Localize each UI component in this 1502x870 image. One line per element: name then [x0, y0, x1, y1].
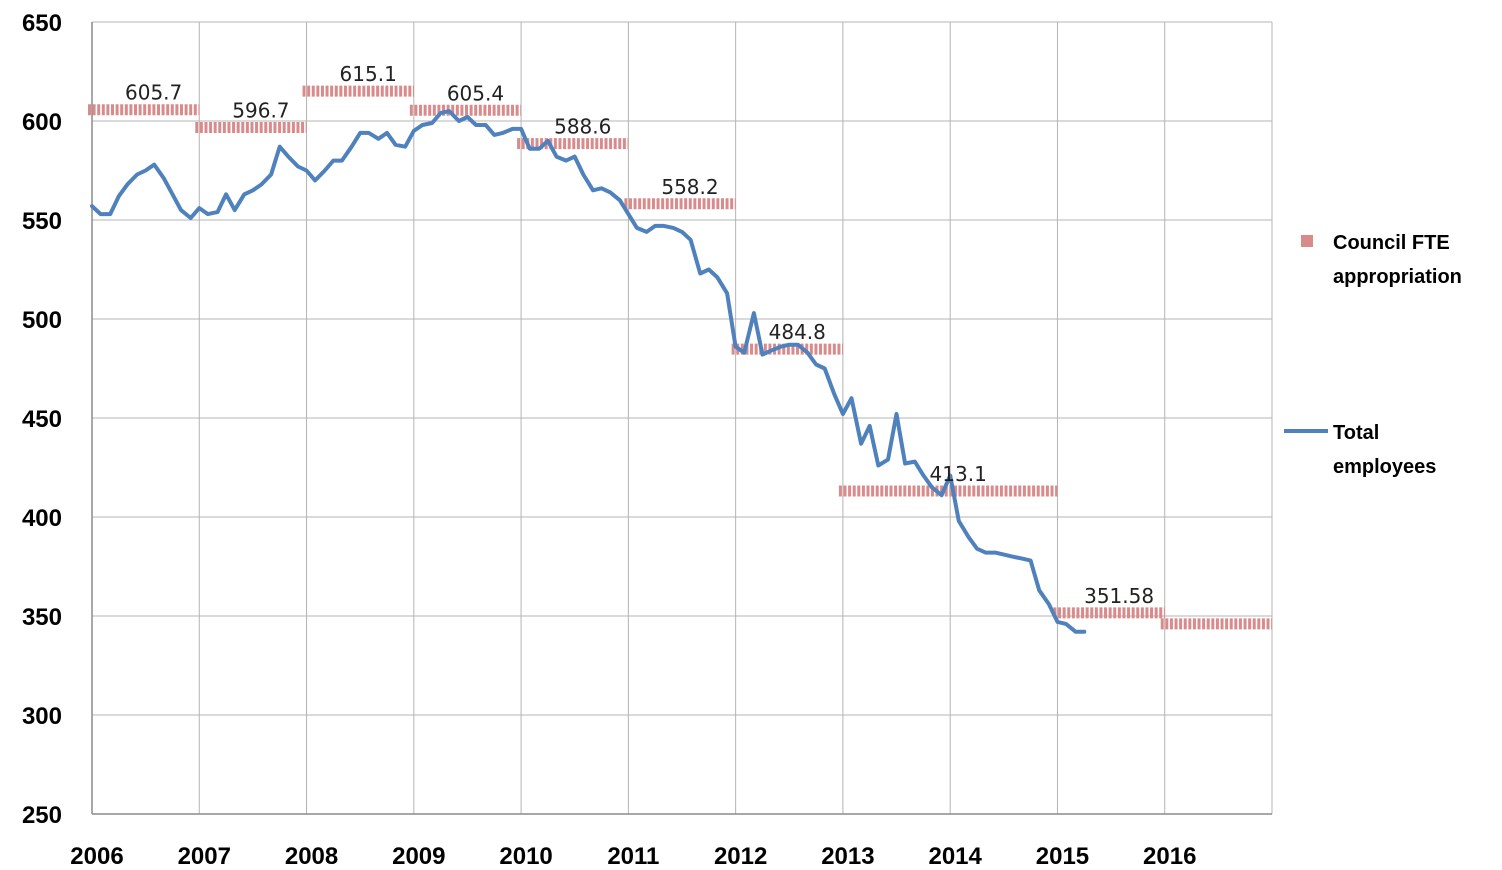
y-tick-label: 600	[22, 109, 62, 136]
y-tick-label: 650	[22, 10, 62, 37]
x-tick-label: 2010	[499, 843, 552, 870]
y-tick-label: 250	[22, 802, 62, 829]
gridlines	[92, 21, 1273, 814]
data-label: 588.6	[554, 115, 611, 139]
y-tick-label: 550	[22, 208, 62, 235]
legend: Council FTE appropriation Total employees	[1284, 232, 1462, 478]
axes	[91, 22, 1272, 815]
x-tick-label: 2008	[285, 843, 338, 870]
y-tick-label: 300	[22, 703, 62, 730]
appropriation-series	[88, 85, 1272, 630]
legend-label-employees: Total employees	[1333, 422, 1436, 478]
y-tick-label: 500	[22, 307, 62, 334]
x-tick-label: 2007	[178, 843, 231, 870]
data-label: 605.4	[447, 81, 504, 105]
x-tick-labels: 2006 2007 2008 2009 2010 2011 2012 2013 2014 2015…	[70, 843, 1196, 870]
employees-series	[90, 109, 1087, 634]
y-tick-label: 400	[22, 505, 62, 532]
employees-line	[90, 109, 1087, 634]
y-tick-label: 450	[22, 406, 62, 433]
x-tick-label: 2013	[821, 843, 874, 870]
data-label: 413.1	[930, 462, 987, 486]
legend-swatch-appropriation	[1301, 235, 1313, 247]
data-label: 605.7	[125, 81, 182, 105]
y-tick-label: 350	[22, 604, 62, 631]
legend-item-appropriation: Council FTE appropriation	[1301, 232, 1462, 288]
x-tick-label: 2016	[1143, 843, 1196, 870]
data-label: 615.1	[340, 62, 397, 86]
legend-label-appropriation: Council FTE appropriation	[1333, 232, 1462, 288]
x-tick-label: 2011	[607, 843, 659, 870]
y-tick-labels: 250 300 350 400 450 500 550 600 650	[22, 10, 62, 829]
data-label: 596.7	[232, 99, 289, 123]
x-tick-label: 2014	[928, 843, 982, 870]
x-tick-label: 2012	[714, 843, 767, 870]
x-tick-label: 2009	[392, 843, 445, 870]
data-label: 351.58	[1084, 584, 1154, 608]
legend-item-employees: Total employees	[1284, 422, 1436, 478]
data-label: 484.8	[769, 320, 826, 344]
x-tick-label: 2015	[1036, 843, 1089, 870]
data-label: 558.2	[661, 175, 718, 199]
data-labels: 605.7 596.7 615.1 605.4 588.6 558.2 484.8 413.1…	[125, 62, 1154, 608]
x-tick-label: 2006	[70, 843, 123, 870]
